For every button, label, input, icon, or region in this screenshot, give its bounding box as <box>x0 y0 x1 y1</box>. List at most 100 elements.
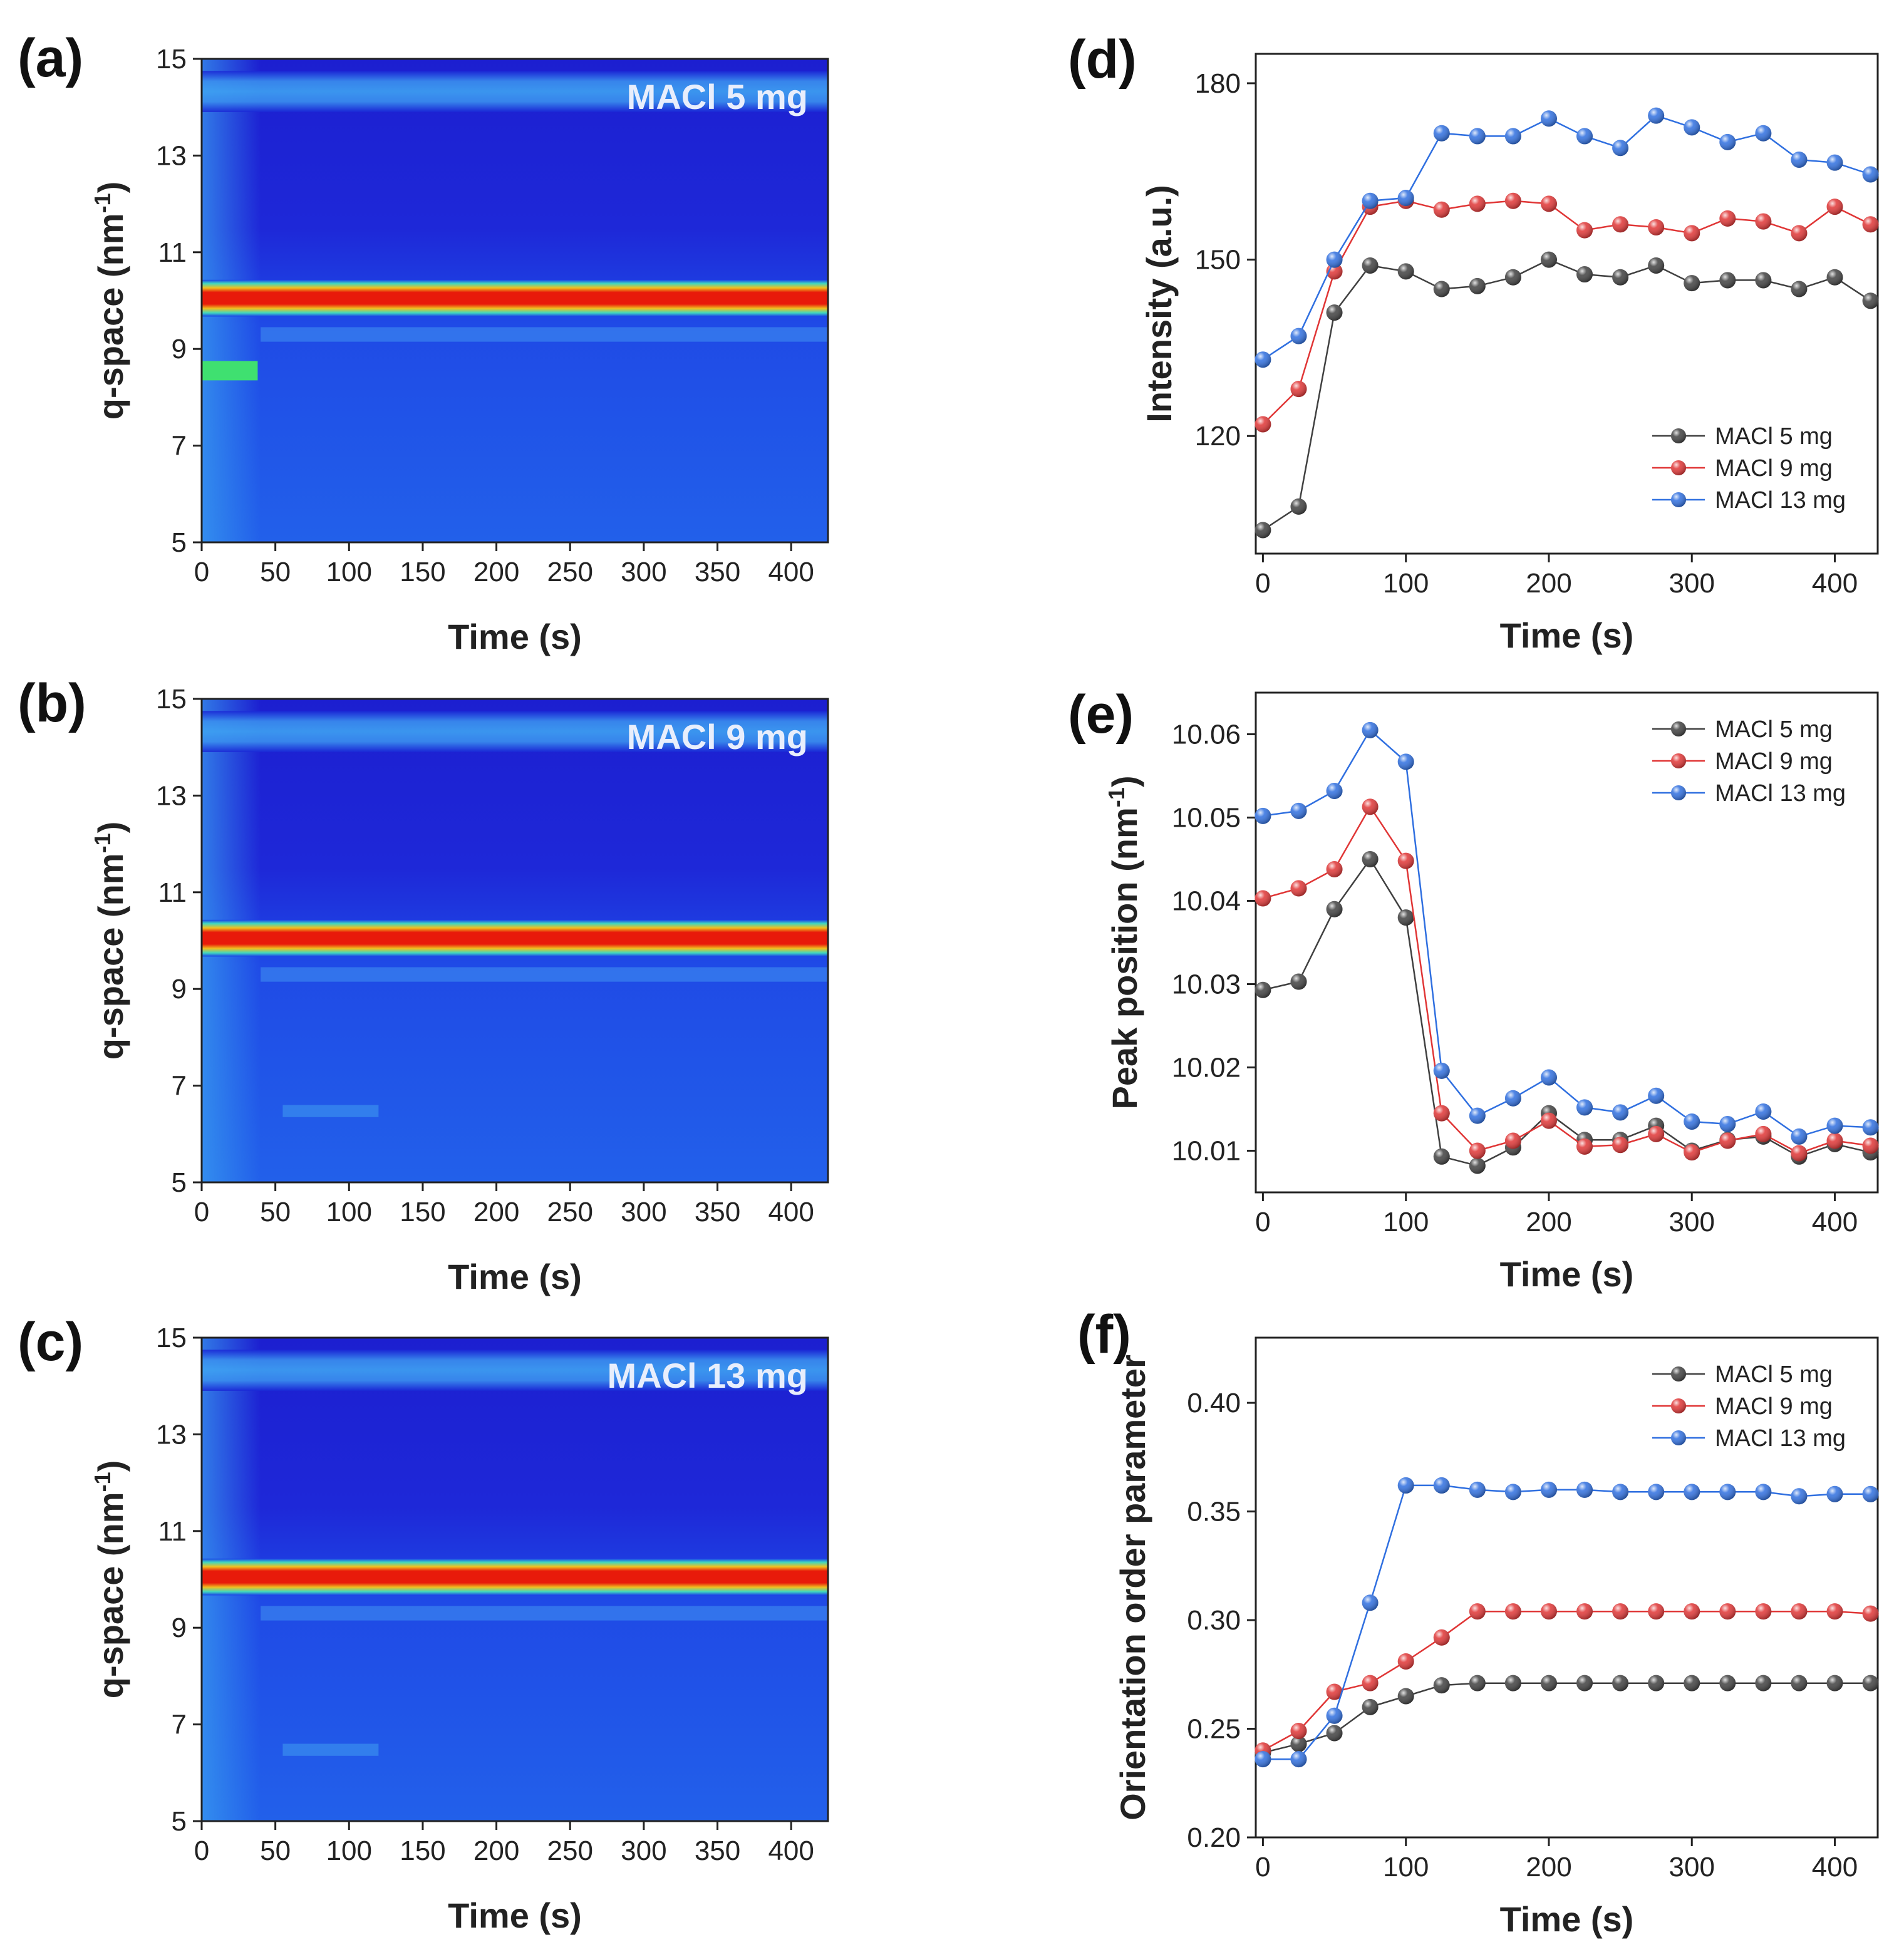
legend-entry: MACl 13 mg <box>1715 487 1846 514</box>
data-point-shading <box>1755 213 1772 230</box>
data-point-shading <box>1504 1675 1521 1691</box>
data-point-shading <box>1540 195 1557 212</box>
data-point-shading <box>1719 1484 1736 1500</box>
data-point-shading <box>1255 890 1271 907</box>
data-point-shading <box>1755 1484 1772 1500</box>
x-tick-label: 300 <box>621 557 666 587</box>
data-point-shading <box>1826 1132 1843 1149</box>
data-point-shading <box>1290 802 1307 819</box>
data-point-shading <box>1684 225 1700 242</box>
data-point-shading <box>1433 1677 1450 1694</box>
data-point-shading <box>1469 1142 1486 1159</box>
legend-marker-shading <box>1671 785 1686 800</box>
legend-entry: MACl 9 mg <box>1715 1393 1833 1420</box>
legend-entry: MACl 5 mg <box>1715 423 1833 450</box>
faint-band <box>261 1606 828 1621</box>
data-point-shading <box>1326 304 1343 321</box>
panel-label: (d) <box>1068 29 1137 90</box>
data-point-shading <box>1612 1675 1629 1691</box>
data-point-shading <box>1397 263 1414 280</box>
y-tick-label: 5 <box>172 1167 187 1198</box>
x-tick-label: 100 <box>1383 568 1429 599</box>
y-tick-label: 13 <box>156 140 187 171</box>
x-tick-label: 50 <box>260 1197 291 1227</box>
x-tick-label: 250 <box>547 1197 593 1227</box>
series-macl-9-mg <box>1255 1603 1879 1759</box>
x-tick-label: 0 <box>1255 1207 1270 1237</box>
plot-frame <box>200 698 829 1184</box>
data-point-shading <box>1684 1484 1700 1500</box>
data-point-shading <box>1648 107 1665 124</box>
data-point-shading <box>1255 522 1271 539</box>
data-point-shading <box>1433 1148 1450 1165</box>
data-point-shading <box>1540 1675 1557 1691</box>
data-point-shading <box>1576 1481 1593 1498</box>
data-point-shading <box>1862 166 1879 183</box>
data-point-shading <box>1684 119 1700 136</box>
x-tick-label: 100 <box>326 557 372 587</box>
line-panel-e: 0 100 200 300 400 10.01 10.02 10.03 10.04 10.05 10… <box>1068 684 1879 1294</box>
data-point-shading <box>1469 195 1486 212</box>
data-point-shading <box>1826 199 1843 215</box>
x-tick-label: 300 <box>1669 568 1715 599</box>
y-tick-label: 13 <box>156 780 187 811</box>
x-tick-label: 300 <box>621 1836 666 1866</box>
legend-entry: MACl 9 mg <box>1715 748 1833 775</box>
data-point-shading <box>1755 272 1772 289</box>
series-macl-9-mg <box>1255 192 1879 433</box>
x-tick-label: 400 <box>768 1197 814 1227</box>
x-axis-label: Time (s) <box>448 617 582 656</box>
x-tick-label: 0 <box>1255 1852 1270 1882</box>
data-point-shading <box>1648 1675 1665 1691</box>
data-point-shading <box>1648 257 1665 274</box>
main-peak-band <box>202 1558 828 1596</box>
data-point-shading <box>1791 151 1808 168</box>
data-point-shading <box>1791 1488 1808 1505</box>
y-tick-label: 7 <box>172 1710 187 1740</box>
data-point-shading <box>1397 1688 1414 1705</box>
y-tick-label: 0.25 <box>1187 1714 1241 1745</box>
data-point-shading <box>1755 1603 1772 1620</box>
sample-annotation: MACl 9 mg <box>627 717 808 757</box>
legend-marker-shading <box>1671 1398 1686 1413</box>
series-macl-5-mg <box>1255 1675 1879 1761</box>
data-point-shading <box>1540 1603 1557 1620</box>
x-tick-label: 350 <box>695 1197 740 1227</box>
data-point-shading <box>1826 154 1843 171</box>
data-point-shading <box>1862 216 1879 233</box>
data-point-shading <box>1862 1485 1879 1502</box>
data-point-shading <box>1255 981 1271 998</box>
sample-annotation: MACl 5 mg <box>627 77 808 116</box>
x-tick-label: 100 <box>326 1197 372 1227</box>
data-point-shading <box>1576 266 1593 283</box>
series-macl-5-mg <box>1255 251 1879 539</box>
data-point-shading <box>1612 1137 1629 1154</box>
x-tick-label: 0 <box>1255 568 1270 599</box>
data-point-shading <box>1504 1603 1521 1620</box>
data-point-shading <box>1504 1090 1521 1107</box>
x-tick-label: 300 <box>1669 1207 1715 1237</box>
data-point-shading <box>1576 1675 1593 1691</box>
y-tick-label: 5 <box>172 527 187 558</box>
panel-label: (f) <box>1077 1304 1131 1365</box>
panel-label: (b) <box>18 673 86 733</box>
data-point-shading <box>1684 1113 1700 1130</box>
faint-band <box>261 327 828 342</box>
data-point-shading <box>1612 1104 1629 1121</box>
data-point-shading <box>1255 351 1271 368</box>
data-point-shading <box>1469 1157 1486 1174</box>
data-point-shading <box>1290 880 1307 897</box>
x-axis-label: Time (s) <box>1500 616 1634 655</box>
x-tick-label: 100 <box>326 1836 372 1866</box>
data-point-shading <box>1648 1603 1665 1620</box>
data-point-shading <box>1755 125 1772 142</box>
data-point-shading <box>1469 128 1486 145</box>
data-point-shading <box>1719 272 1736 289</box>
data-point-shading <box>1648 1125 1665 1142</box>
data-point-shading <box>1719 1675 1736 1691</box>
data-point-shading <box>1576 1099 1593 1116</box>
x-tick-label: 200 <box>1526 1207 1571 1237</box>
data-point-shading <box>1504 128 1521 145</box>
data-point-shading <box>1719 1603 1736 1620</box>
